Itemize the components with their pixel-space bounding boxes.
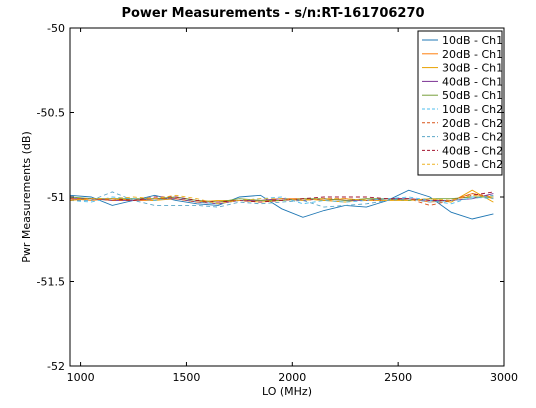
x-tick-label: 1500 <box>172 371 200 384</box>
legend-entry: 40dB - Ch2 <box>442 144 503 157</box>
y-tick-label: -51.5 <box>37 276 65 289</box>
y-tick-label: -51 <box>47 191 65 204</box>
legend-entry: 50dB - Ch1 <box>442 89 503 102</box>
x-tick-label: 2000 <box>278 371 306 384</box>
legend-entry: 30dB - Ch1 <box>442 62 503 75</box>
y-tick-label: -50 <box>47 22 65 35</box>
y-tick-label: -50.5 <box>37 107 65 120</box>
x-tick-label: 1000 <box>67 371 95 384</box>
y-axis-label: Pwr Measurements (dB) <box>20 131 33 263</box>
legend-entry: 40dB - Ch1 <box>442 75 503 88</box>
legend-entry: 30dB - Ch2 <box>442 131 503 144</box>
legend-entry: 20dB - Ch1 <box>442 48 503 61</box>
series-line-8 <box>70 191 494 208</box>
legend-entry: 10dB - Ch2 <box>442 103 503 116</box>
series-line-9 <box>69 191 494 203</box>
x-tick-label: 3000 <box>490 371 518 384</box>
legend-entry: 10dB - Ch1 <box>442 34 503 47</box>
legend-entry: 50dB - Ch2 <box>442 158 503 171</box>
legend-box <box>417 30 503 176</box>
y-tick-label: -52 <box>47 360 65 373</box>
series-layer <box>69 189 494 220</box>
x-axis-label: LO (MHz) <box>262 385 312 398</box>
legend-entry: 20dB - Ch2 <box>442 117 503 130</box>
x-tick-label: 2500 <box>384 371 412 384</box>
chart-title: Power Measurements - s/n:RT-161706270 <box>121 6 424 21</box>
ticks-layer: 1000 1500 2000 2500 3000 -50 -50.5 -51 -51.5 -52 <box>37 22 518 384</box>
series-line-10 <box>69 194 494 205</box>
